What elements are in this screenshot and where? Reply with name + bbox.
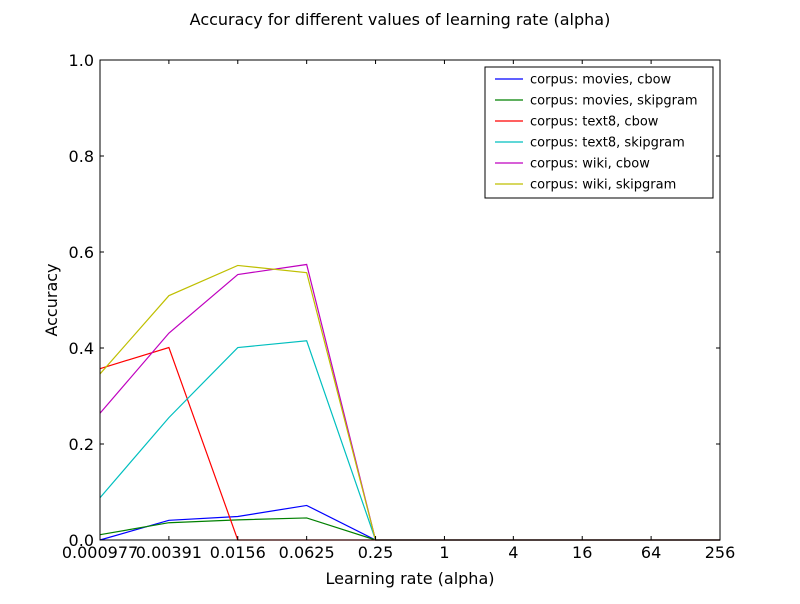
x-tick-label: 0.0156 bbox=[210, 543, 266, 562]
series-layer bbox=[99, 263, 720, 541]
x-tick-label: 16 bbox=[572, 543, 592, 562]
legend: corpus: movies, cbow corpus: movies, skip… bbox=[484, 66, 714, 199]
x-tick-label: 0.0625 bbox=[279, 543, 335, 562]
y-tick-label: 0.0 bbox=[69, 531, 94, 550]
x-tick-label: 1 bbox=[439, 543, 449, 562]
legend-label: corpus: movies, cbow bbox=[530, 73, 672, 88]
legend-label: corpus: text8, cbow bbox=[530, 115, 659, 130]
series-line-5 bbox=[99, 264, 720, 541]
series-line-1 bbox=[99, 517, 720, 541]
legend-label: corpus: movies, skipgram bbox=[530, 94, 698, 109]
y-tick-label: 0.8 bbox=[69, 147, 94, 166]
x-tick-label: 0.000977 bbox=[62, 543, 138, 562]
x-tick-label: 0.00391 bbox=[136, 543, 202, 562]
series-line-3 bbox=[99, 340, 720, 541]
x-tick-label: 64 bbox=[641, 543, 661, 562]
series-line-0 bbox=[99, 504, 720, 541]
x-tick-label: 0.25 bbox=[358, 543, 394, 562]
legend-label: corpus: wiki, skipgram bbox=[530, 178, 676, 193]
series-line-4 bbox=[99, 263, 720, 541]
y-tick-label: 1.0 bbox=[69, 51, 94, 70]
y-tick-label: 0.4 bbox=[69, 339, 94, 358]
legend-label: corpus: wiki, cbow bbox=[530, 157, 650, 172]
legend-box bbox=[484, 66, 714, 199]
x-tick-label: 4 bbox=[508, 543, 518, 562]
legend-label: corpus: text8, skipgram bbox=[530, 136, 685, 151]
x-tick-label: 256 bbox=[705, 543, 736, 562]
chart-title: Accuracy for different values of learnin… bbox=[190, 10, 611, 29]
x-axis-label: Learning rate (alpha) bbox=[326, 569, 495, 588]
y-tick-label: 0.6 bbox=[69, 243, 94, 262]
y-axis-label: Accuracy bbox=[42, 263, 61, 336]
series-line-2 bbox=[99, 346, 720, 541]
y-tick-label: 0.2 bbox=[69, 435, 94, 454]
plot-frame bbox=[99, 59, 721, 541]
